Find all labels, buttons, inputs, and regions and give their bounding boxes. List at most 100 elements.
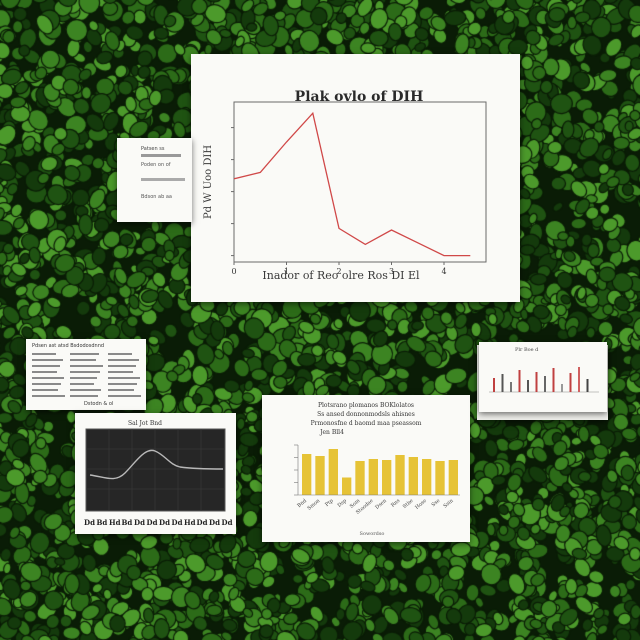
dark-tick-label: Dd <box>147 518 158 527</box>
dark-tick-label: Bd <box>122 518 133 527</box>
stack-chart: Plr Boe d <box>489 347 599 393</box>
yellow-tick-label: Dsp <box>337 498 348 509</box>
stack-bar <box>501 374 504 392</box>
bar <box>302 454 312 495</box>
dark-tick-label: Dd <box>197 518 208 527</box>
sheet-text-line <box>108 389 134 391</box>
bar <box>355 461 365 495</box>
x-tick-label: 2 <box>336 267 341 276</box>
sheet-text-line <box>32 395 65 397</box>
stack-bar <box>510 382 512 392</box>
series-line <box>233 111 471 257</box>
dark-tick-label: Hd <box>184 518 196 527</box>
bar <box>422 459 432 495</box>
sheet-text-line <box>70 353 99 355</box>
dark-tick-label: Dd <box>222 518 233 527</box>
sheet-text-line <box>108 353 132 355</box>
sheet-text-line <box>70 371 100 373</box>
stack-bar <box>552 368 555 392</box>
dark-chart-card: Sal Jot Bnd Dd Bd Hd Bd Dd Dd Dd Dd Hd Dd Dd Dd <box>75 413 236 534</box>
yellow-tick-label: Hose <box>414 498 428 511</box>
yellow-tick-label: Rns <box>390 498 402 509</box>
yellow-bar-chart: Plotsrano plomanos BOKlolatos Ss ansed do… <box>294 402 460 537</box>
x-axis-label: Inador of Reo olre Ros DI El <box>262 269 420 282</box>
yellow-title-line: Ss ansed donnonmodsls ahisnes <box>317 411 415 418</box>
x-tick-label: 1 <box>284 267 289 276</box>
dark-curve <box>89 449 224 480</box>
stack-bar <box>578 367 580 392</box>
bar <box>448 460 458 495</box>
sheet-text-line <box>70 365 103 367</box>
stack-bar <box>569 373 572 392</box>
sheet-text-line <box>70 359 96 361</box>
sheet-text-line <box>32 371 57 373</box>
note-heading: Patsen ss <box>141 146 165 152</box>
note-rule <box>141 154 181 157</box>
dark-tick-label: Dd <box>84 518 95 527</box>
bar <box>342 477 352 495</box>
note-rule <box>141 178 185 181</box>
yellow-plot-area <box>294 444 460 496</box>
sheet-text-line <box>70 389 101 391</box>
sheet-text-line <box>70 395 98 397</box>
y-axis-label: Pd W Uoo DIH <box>203 145 214 219</box>
sheet-footer: Dstodn & ol <box>84 401 114 407</box>
stack-bar <box>493 378 495 392</box>
dark-tick-label: Dd <box>172 518 183 527</box>
stack-bar <box>544 376 546 392</box>
yellow-tick-label: Smon <box>306 497 321 511</box>
x-tick-label: 0 <box>231 267 236 276</box>
stack-bar <box>535 372 538 392</box>
yellow-title-line: Jen Bll4 <box>319 429 344 436</box>
yellow-title-line: Prmonosfne d baomd maa pseassom <box>311 420 422 427</box>
text-sheet: Pdsen ast atsd Bsdodosdnnd Dstodn & ol <box>26 339 146 410</box>
bar <box>395 455 405 495</box>
dark-chart-title: Sal Jot Bnd <box>128 420 162 427</box>
sheet-text-line <box>108 395 141 397</box>
sheet-text-line <box>32 383 61 385</box>
yellow-chart-title: Plotsrano plomanos BOKlolatos Ss ansed do… <box>311 402 422 436</box>
stack-bar <box>561 384 563 392</box>
stack-chart-card: Plr Boe d <box>479 342 607 412</box>
stack-bar <box>527 380 529 392</box>
sheet-text-line <box>32 353 56 355</box>
main-line-chart: Plak ovlo of DIH 0 1 2 3 4 Inador of Reo olr… <box>203 89 487 282</box>
dark-tick-label: Dd <box>134 518 145 527</box>
yellow-tick-label: Dsen <box>374 497 388 510</box>
note-card: Patsen ss Poden on of Bdson ab aa <box>117 138 192 222</box>
dark-tick-label: Dd <box>209 518 220 527</box>
bar <box>368 459 378 495</box>
note-line: Bdson ab aa <box>141 194 172 200</box>
yellow-tick-label: Bnd <box>296 497 308 509</box>
yellow-x-axis-label: Sowordso <box>360 531 385 537</box>
stack-bars <box>493 367 589 392</box>
yellow-bar-chart-card: Plotsrano plomanos BOKlolatos Ss ansed do… <box>262 395 470 542</box>
bar <box>315 456 325 495</box>
main-line-chart-card: Plak ovlo of DIH 0 1 2 3 4 Inador of Reo olr… <box>191 54 520 302</box>
note-line: Poden on of <box>141 162 171 168</box>
bar <box>408 457 418 495</box>
yellow-tick-label: Ptp <box>324 498 334 508</box>
sheet-text-line <box>32 359 63 361</box>
x-tick-label: 4 <box>441 267 446 276</box>
sheet-text-line <box>108 365 136 367</box>
plot-area: 0 1 2 3 4 <box>231 111 471 276</box>
stack-bar <box>586 379 589 392</box>
bar <box>328 449 338 495</box>
yellow-tick-label: Stbe <box>402 498 415 510</box>
main-chart-title: Plak ovlo of DIH <box>295 89 424 105</box>
sheet-text-line <box>32 389 58 391</box>
x-tick-label: 3 <box>389 267 394 276</box>
bar <box>382 460 392 495</box>
dark-panel <box>85 428 226 512</box>
dark-tick-label: Bd <box>97 518 108 527</box>
sheet-text-line <box>32 365 60 367</box>
sheet-text-line <box>70 377 97 379</box>
sheet-heading: Pdsen ast atsd Bsdodosdnnd <box>32 343 105 349</box>
plot-frame <box>233 101 487 263</box>
stack-bar <box>518 370 521 392</box>
dark-tick-label: Dd <box>159 518 170 527</box>
dark-chart: Sal Jot Bnd Dd Bd Hd Bd Dd Dd Dd Dd Hd Dd Dd Dd <box>84 420 233 527</box>
sheet-text-line <box>70 383 94 385</box>
